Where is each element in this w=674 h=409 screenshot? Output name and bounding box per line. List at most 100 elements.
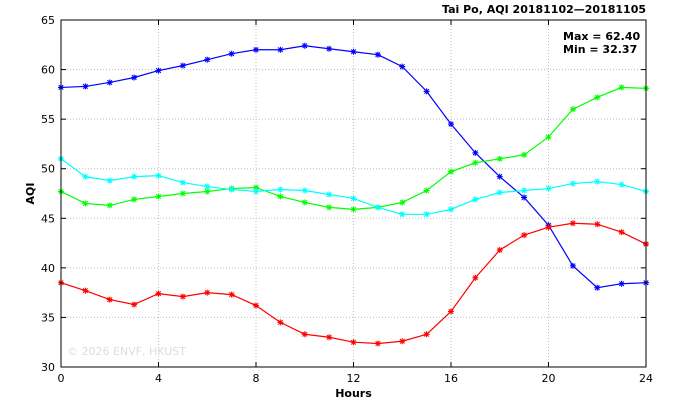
data-point (82, 287, 89, 294)
data-point (179, 62, 186, 69)
x-tick-label: 20 (542, 372, 556, 385)
data-point (253, 188, 259, 195)
data-point (350, 195, 357, 202)
y-tick-label: 40 (41, 262, 55, 275)
watermark: © 2026 ENVF, HKUST (67, 345, 186, 358)
data-point (496, 155, 503, 162)
chart-title: Tai Po, AQI 20181102—20181105 (442, 3, 646, 16)
ticks: 0 4 8 12 16 20 24 30 35 40 45 50 55 60 65 (41, 14, 653, 385)
data-point (131, 196, 138, 203)
x-tick-label: 0 (58, 372, 65, 385)
watermark-layer: © 2026 ENVF, HKUST (67, 345, 186, 358)
data-point (155, 67, 162, 74)
min-annotation: Min = 32.37 (563, 43, 637, 56)
series-layer (58, 42, 649, 347)
data-point (399, 211, 406, 218)
data-point (277, 319, 284, 326)
data-point (106, 79, 113, 86)
data-point (521, 232, 528, 239)
data-point (179, 293, 186, 300)
y-tick-label: 30 (41, 361, 55, 374)
data-point (204, 289, 211, 296)
data-point (399, 63, 406, 70)
data-point (82, 200, 89, 207)
data-point (179, 190, 186, 197)
data-point (545, 224, 552, 231)
data-point (521, 187, 528, 194)
x-tick-label: 24 (639, 372, 653, 385)
data-point (569, 220, 576, 227)
data-point (179, 179, 186, 186)
data-point (594, 94, 601, 101)
data-point (253, 302, 259, 309)
series-2 (58, 84, 649, 213)
data-point (228, 186, 235, 193)
y-tick-label: 50 (41, 163, 55, 176)
data-point (350, 339, 357, 346)
data-point (131, 173, 138, 180)
data-point (326, 204, 333, 211)
max-annotation: Max = 62.40 (563, 30, 640, 43)
data-point (594, 284, 601, 291)
data-point (374, 51, 381, 58)
data-point (204, 188, 211, 195)
data-point (618, 229, 625, 236)
data-point (301, 42, 308, 49)
data-point (326, 45, 333, 52)
data-point (374, 204, 381, 211)
y-tick-label: 35 (41, 311, 55, 324)
data-point (496, 189, 503, 196)
data-point (301, 331, 308, 338)
data-point (277, 46, 284, 53)
data-point (228, 50, 235, 57)
data-point (496, 173, 503, 180)
x-tick-label: 16 (444, 372, 458, 385)
data-point (496, 247, 503, 254)
data-point (277, 186, 284, 193)
data-point (618, 181, 625, 188)
data-point (399, 199, 406, 206)
data-point (569, 106, 576, 113)
data-point (326, 334, 333, 341)
data-point (155, 193, 162, 200)
data-point (472, 159, 479, 166)
data-point (423, 187, 430, 194)
data-point (569, 262, 576, 269)
data-point (423, 331, 430, 338)
data-point (228, 291, 235, 298)
data-point (448, 308, 454, 315)
data-point (521, 194, 528, 201)
data-point (82, 173, 89, 180)
data-point (106, 177, 113, 184)
y-tick-label: 65 (41, 14, 55, 27)
data-point (448, 168, 454, 175)
data-point (521, 151, 528, 158)
series-3 (58, 155, 649, 218)
y-tick-label: 60 (41, 64, 55, 77)
y-axis-label: AQI (24, 183, 37, 205)
data-point (423, 88, 430, 95)
data-point (253, 46, 259, 53)
data-point (106, 202, 113, 209)
data-point (618, 84, 625, 91)
data-point (131, 301, 138, 308)
data-point (131, 74, 138, 81)
data-point (545, 133, 552, 140)
data-point (423, 211, 430, 218)
data-point (204, 56, 211, 63)
grid (61, 20, 646, 367)
data-point (374, 340, 381, 347)
data-point (301, 199, 308, 206)
x-axis-label: Hours (335, 387, 372, 400)
data-point (448, 121, 454, 128)
data-point (594, 178, 601, 185)
data-point (545, 185, 552, 192)
data-point (277, 193, 284, 200)
x-tick-label: 8 (253, 372, 260, 385)
series-4 (58, 220, 649, 347)
data-point (448, 206, 454, 213)
data-point (569, 180, 576, 187)
data-point (301, 187, 308, 194)
